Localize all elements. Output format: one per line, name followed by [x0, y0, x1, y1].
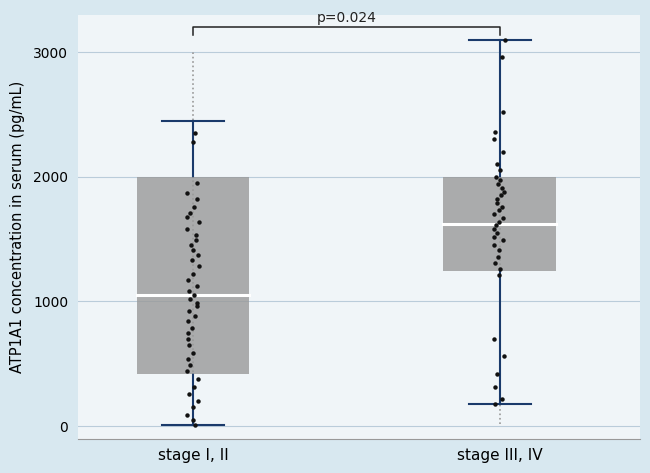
Bar [443, 177, 556, 272]
Text: p=0.024: p=0.024 [317, 11, 376, 25]
Bar [136, 177, 249, 374]
Y-axis label: ATP1A1 concentration in serum (pg/mL): ATP1A1 concentration in serum (pg/mL) [10, 80, 25, 373]
